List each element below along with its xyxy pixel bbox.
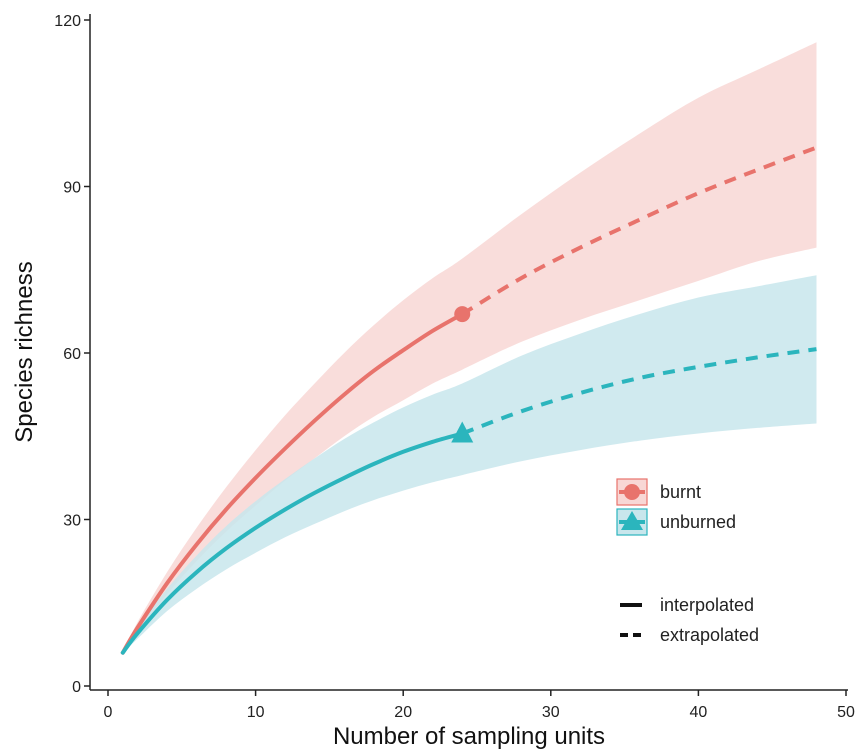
axis-ticks: 0 10 20 30 40 50 0 30 60 90 120 [54,13,855,721]
observed-point-burnt [454,306,471,323]
legend-label-burnt: burnt [660,482,701,502]
legend-circle-marker-icon [624,484,640,500]
series-lines [120,145,818,655]
legend-label-interpolated: interpolated [660,595,754,615]
y-tick-label-90: 90 [63,180,81,197]
x-tick-label-50: 50 [837,704,855,721]
legend-groups: burnt unburned [616,478,736,536]
legend-item-interpolated: interpolated [620,595,754,615]
observed-markers [451,306,474,443]
y-tick-label-30: 30 [63,513,81,530]
extrapolated-line-burnt [461,145,818,316]
confidence-band-unburned [122,275,817,653]
legend-item-extrapolated: extrapolated [620,625,759,645]
x-axis-title: Number of sampling units [333,723,605,750]
legend-label-extrapolated: extrapolated [660,625,759,645]
legend-label-unburned: unburned [660,512,736,532]
y-tick-label-0: 0 [72,679,81,696]
interpolated-line-unburned [120,431,465,655]
x-tick-label-30: 30 [542,704,560,721]
x-tick-label-10: 10 [247,704,265,721]
y-axis-title: Species richness [11,261,38,442]
confidence-bands [122,42,817,653]
interpolated-line-burnt [120,312,465,655]
legend-item-burnt: burnt [616,478,701,506]
y-tick-label-120: 120 [54,13,81,30]
x-tick-label-0: 0 [104,704,113,721]
legend-item-unburned: unburned [616,508,736,536]
x-tick-label-40: 40 [690,704,708,721]
x-tick-label-20: 20 [394,704,412,721]
legend-triangle-marker-icon [621,511,643,530]
y-tick-label-60: 60 [63,346,81,363]
extrapolated-line-unburned [461,347,817,436]
legend: burnt unburned interpolated extrapolated [616,478,759,645]
observed-point-unburned [451,421,474,443]
confidence-band-burnt [122,42,817,653]
